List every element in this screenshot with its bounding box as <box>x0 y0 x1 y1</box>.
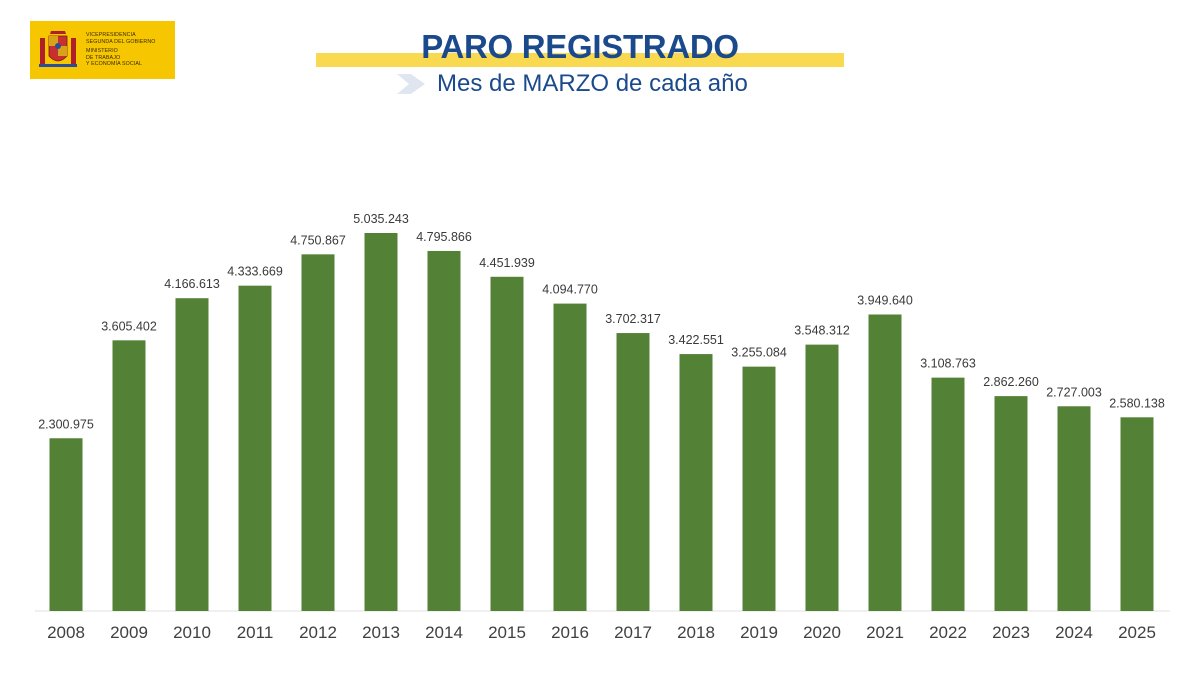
data-label-2021: 3.949.640 <box>857 293 913 307</box>
x-tick-label-2013: 2013 <box>362 623 400 642</box>
page-subtitle: Mes de MARZO de cada año <box>437 70 748 97</box>
bar-2025 <box>1120 417 1154 611</box>
bar-2011 <box>238 285 272 611</box>
data-label-2012: 4.750.867 <box>290 233 346 247</box>
x-tick-label-2024: 2024 <box>1055 623 1093 642</box>
title-underline-bar <box>316 53 844 67</box>
data-label-2017: 3.702.317 <box>605 312 661 326</box>
bar-2012 <box>301 254 335 612</box>
data-label-2020: 3.548.312 <box>794 324 850 338</box>
x-tick-label-2020: 2020 <box>803 623 841 642</box>
bar-2017 <box>616 333 650 611</box>
logo-text-vicepresidencia: VICEPRESIDENCIA SEGUNDA DEL GOBIERNO <box>86 32 156 45</box>
data-label-2013: 5.035.243 <box>353 212 409 226</box>
x-tick-label-2010: 2010 <box>173 623 211 642</box>
bar-2024 <box>1057 406 1091 611</box>
x-tick-label-2025: 2025 <box>1118 623 1156 642</box>
x-tick-label-2016: 2016 <box>551 623 589 642</box>
data-label-2022: 3.108.763 <box>920 357 976 371</box>
x-tick-label-2022: 2022 <box>929 623 967 642</box>
x-tick-label-2015: 2015 <box>488 623 526 642</box>
bar-2016 <box>553 303 587 611</box>
bar-2020 <box>805 344 839 611</box>
logo-text-ministerio: MINISTERIO DE TRABAJO Y ECONOMÍA SOCIAL <box>86 48 143 68</box>
data-label-2011: 4.333.669 <box>227 265 283 279</box>
bar-2022 <box>931 377 965 611</box>
bar-2008 <box>49 438 83 611</box>
x-tick-label-2009: 2009 <box>110 623 148 642</box>
bar-2015 <box>490 276 524 611</box>
data-label-2024: 2.727.003 <box>1046 385 1102 399</box>
coat-of-arms-icon <box>39 31 77 67</box>
bar-2019 <box>742 366 776 611</box>
bar-2021 <box>868 314 902 611</box>
data-label-2008: 2.300.975 <box>38 417 94 431</box>
data-label-2010: 4.166.613 <box>164 277 220 291</box>
x-tick-label-2018: 2018 <box>677 623 715 642</box>
x-tick-label-2008: 2008 <box>47 623 85 642</box>
bar-2013 <box>364 233 398 611</box>
bar-2009 <box>112 340 146 611</box>
data-label-2023: 2.862.260 <box>983 375 1039 389</box>
x-tick-label-2017: 2017 <box>614 623 652 642</box>
x-tick-label-2023: 2023 <box>992 623 1030 642</box>
x-tick-label-2014: 2014 <box>425 623 463 642</box>
data-label-2014: 4.795.866 <box>416 230 472 244</box>
bar-2010 <box>175 298 209 611</box>
data-label-2016: 4.094.770 <box>542 283 598 297</box>
data-label-2025: 2.580.138 <box>1109 396 1165 410</box>
bar-2014 <box>427 250 461 612</box>
bar-2023 <box>994 396 1028 611</box>
bar-2018 <box>679 354 713 611</box>
x-tick-label-2011: 2011 <box>237 623 274 642</box>
x-tick-label-2021: 2021 <box>866 623 904 642</box>
page-title: PARO REGISTRADO <box>421 28 739 65</box>
data-label-2019: 3.255.084 <box>731 346 787 360</box>
x-tick-label-2012: 2012 <box>299 623 337 642</box>
data-label-2015: 4.451.939 <box>479 256 535 270</box>
ministry-logo: VICEPRESIDENCIA SEGUNDA DEL GOBIERNO MIN… <box>30 21 175 79</box>
x-tick-label-2019: 2019 <box>740 623 778 642</box>
data-label-2018: 3.422.551 <box>668 333 724 347</box>
chevron-right-icon <box>397 74 425 94</box>
data-label-2009: 3.605.402 <box>101 319 157 333</box>
